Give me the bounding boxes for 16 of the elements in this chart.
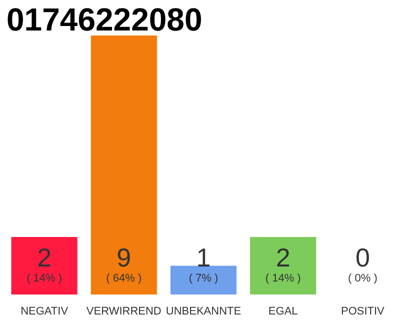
x-tick-label: EGAL xyxy=(268,306,298,318)
data-label: 1 xyxy=(196,242,211,272)
x-tick-label: NEGATIV xyxy=(20,306,69,318)
annotation: ( 14% ) xyxy=(265,272,301,284)
annotation: ( 7% ) xyxy=(188,272,218,284)
data-label: 0 xyxy=(355,242,370,272)
x-tick-label: UNBEKANNTE xyxy=(166,306,242,318)
chart-title: 01746222080 xyxy=(6,2,202,38)
x-tick-label: POSITIV xyxy=(341,306,386,318)
data-label: 2 xyxy=(276,242,290,272)
annotation: ( 14% ) xyxy=(26,272,62,284)
annotation: ( 64% ) xyxy=(106,272,142,284)
data-label: 9 xyxy=(116,242,132,272)
data-label: 2 xyxy=(37,242,52,272)
x-tick-label: VERWIRREND xyxy=(86,306,162,318)
annotation: ( 0% ) xyxy=(348,272,378,284)
